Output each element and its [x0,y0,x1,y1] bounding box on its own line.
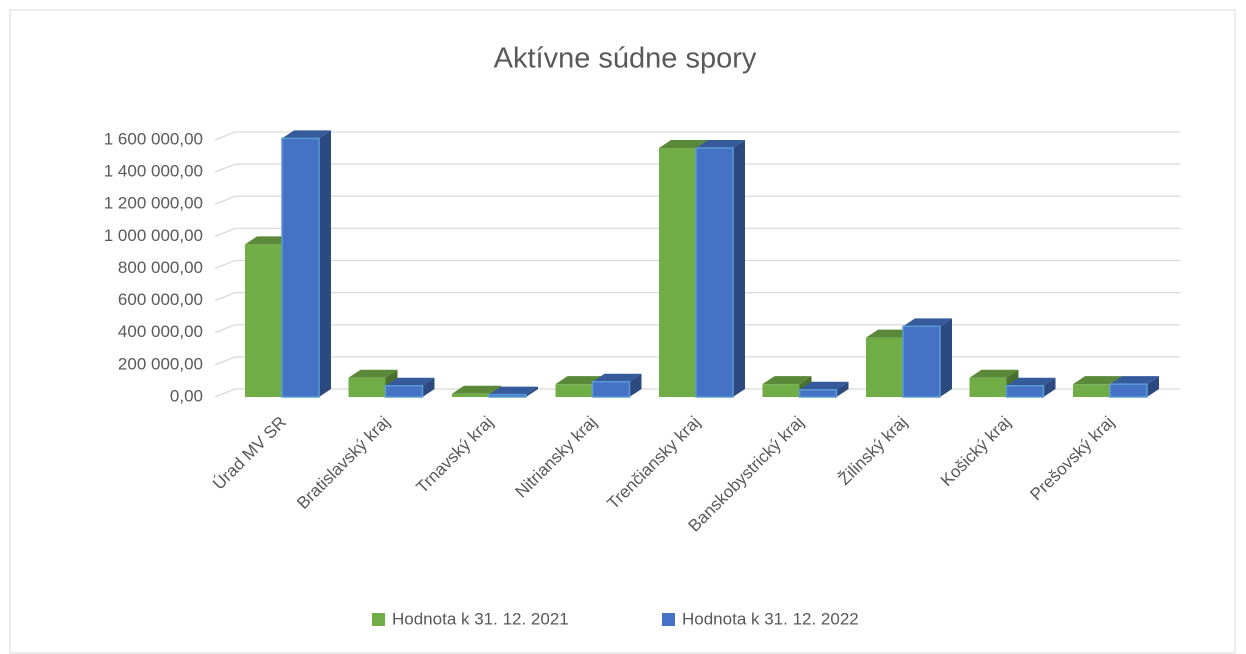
bar-front [488,393,527,398]
bar [1109,376,1159,398]
bar-front [555,384,593,397]
bar-side [836,381,849,397]
y-tick-label: 1 400 000,00 [104,162,203,181]
bar-top [282,130,331,139]
bar [1005,377,1056,398]
bar-side [940,318,952,397]
bar-front [659,148,696,397]
bar [281,130,331,398]
bar [488,386,538,398]
bar-top [696,140,745,149]
grid-line [214,227,1180,237]
grid-line [214,324,1180,334]
bar-top [592,373,642,382]
bar-top [385,377,435,386]
bar-top [903,318,952,327]
bar-front [281,137,320,398]
bar-side [526,386,538,397]
bar-top [452,385,501,394]
bar-front [1005,385,1045,398]
grid-line [214,356,1180,366]
bar-front [866,337,903,397]
legend-swatch [372,613,385,626]
grid-line [214,388,1180,398]
y-tick-label: 0,00 [170,386,203,405]
bar-side [733,140,745,397]
bar-front [452,393,489,397]
bar-front [695,147,734,398]
y-tick-label: 200 000,00 [118,354,203,373]
bar-side [319,130,331,398]
bar-front [348,377,386,397]
bar-top [489,386,538,395]
bar-front [762,384,800,397]
bar [902,318,952,398]
bar-top [762,376,812,385]
chart-border [9,9,1236,654]
bar-top [348,369,398,378]
bar-front [591,380,631,398]
bar [695,140,745,398]
y-tick-label: 600 000,00 [118,290,203,309]
y-tick-label: 1 200 000,00 [104,194,203,213]
grid-line [214,291,1180,302]
legend-swatch [662,613,675,626]
y-tick-label: 800 000,00 [118,258,203,277]
y-tick-label: 400 000,00 [118,322,203,341]
bar-front [969,377,1007,397]
grid-line [214,163,1180,173]
grid-line [214,131,1180,141]
y-tick-label: 1 600 000,00 [104,129,203,148]
bar-side [629,373,642,397]
bar-top [659,140,708,149]
chart-title: Aktívne súdne spory [494,43,757,75]
bar [384,377,435,398]
legend-label: Hodnota k 31. 12. 2022 [682,609,859,628]
bar-side [422,377,435,397]
bar [798,381,849,398]
bar-front [384,385,424,398]
bar-side [1043,377,1056,397]
bar-top [1110,376,1159,385]
bar-top [1006,377,1056,386]
bar-side [1147,376,1159,397]
grid-line [214,259,1180,270]
bar-front [902,325,941,398]
bar-front [1073,384,1110,397]
bar-top [1073,376,1122,385]
bar-front [1109,383,1148,398]
grid-line [214,195,1180,205]
bar-top [799,381,849,390]
bar-front [798,389,838,398]
y-tick-label: 1 000 000,00 [104,226,203,245]
legend-label: Hodnota k 31. 12. 2021 [392,609,569,628]
bar [591,373,642,398]
bar-front [245,244,282,397]
bar-top [969,369,1019,378]
